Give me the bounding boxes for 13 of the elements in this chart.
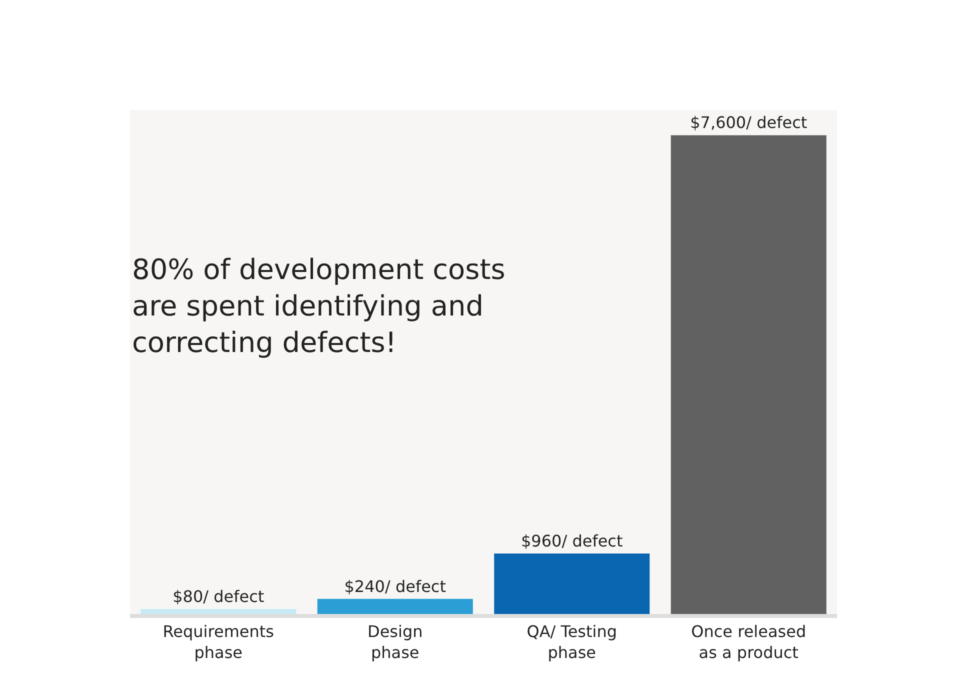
bar bbox=[494, 554, 650, 614]
annotation: 80% of development costs are spent identifying and correcting defects! bbox=[132, 253, 506, 359]
x-tick-label: QA/ Testing phase bbox=[526, 622, 618, 662]
x-tick-label: Once released as a product bbox=[691, 622, 806, 662]
bar bbox=[140, 608, 296, 614]
x-tick-label: Requirements phase bbox=[162, 622, 274, 662]
data-label: $80/ defect bbox=[172, 586, 264, 606]
bar bbox=[317, 598, 473, 614]
data-label: $7,600/ defect bbox=[690, 113, 808, 132]
bar bbox=[670, 135, 826, 614]
x-tick-label: Design phase bbox=[368, 622, 423, 662]
data-label: $960/ defect bbox=[521, 532, 623, 551]
data-label: $240/ defect bbox=[344, 576, 446, 596]
